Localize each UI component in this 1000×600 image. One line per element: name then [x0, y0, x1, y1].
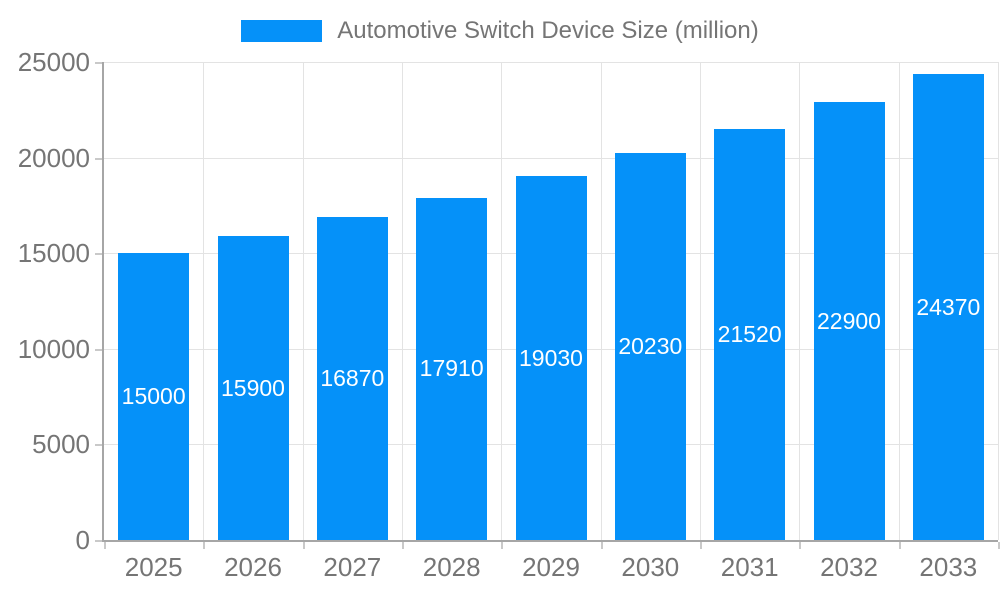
x-axis-tick — [302, 542, 305, 549]
x-tick-label: 2031 — [720, 552, 779, 582]
x-tick-label: 2032 — [820, 552, 878, 582]
gridline-h — [104, 157, 998, 159]
x-axis-tick — [402, 542, 404, 549]
bar-value-label: 16870 — [320, 365, 385, 392]
bar-2032[interactable]: 22900 — [813, 102, 885, 540]
x-axis-tick — [898, 542, 901, 549]
x-tick-label: 2026 — [224, 552, 282, 582]
y-axis-tick — [95, 62, 102, 64]
gridline-v — [402, 62, 403, 540]
x-tick-label: 2033 — [919, 552, 978, 582]
x-axis-tick — [799, 542, 802, 549]
y-tick-label: 10000 — [17, 333, 90, 364]
x-axis-tick — [203, 542, 206, 549]
bar-value-label: 17910 — [419, 355, 484, 382]
bar-2030[interactable]: 20230 — [614, 153, 686, 540]
legend-swatch-icon — [241, 20, 323, 42]
y-tick-label: 5000 — [32, 429, 90, 460]
gridline-v — [898, 62, 900, 540]
bar-2033[interactable]: 24370 — [912, 74, 984, 540]
gridline-v — [600, 62, 602, 540]
x-axis-tick — [104, 542, 106, 549]
bar-2025[interactable]: 15000 — [118, 253, 190, 540]
x-tick-label: 2028 — [422, 552, 481, 582]
bar-2028[interactable]: 17910 — [416, 197, 488, 540]
gridline-h — [104, 62, 998, 63]
bar-value-label: 24370 — [916, 293, 981, 320]
plot-area: 0 5000 10000 15000 20000 25000 15000 2025 15900 2… — [18, 49, 1000, 580]
bar-2029[interactable]: 19030 — [515, 176, 587, 540]
y-tick-label: 20000 — [17, 142, 90, 173]
x-tick-label: 2027 — [323, 552, 382, 582]
y-axis-tick — [95, 444, 102, 447]
gridline-v — [700, 62, 701, 540]
x-tick-label: 2025 — [124, 552, 183, 582]
y-tick-label: 15000 — [17, 238, 90, 269]
bar-value-label: 15900 — [221, 374, 285, 401]
bar-value-label: 15000 — [121, 383, 186, 410]
x-tick-label: 2029 — [522, 552, 580, 582]
x-axis-tick — [600, 542, 603, 549]
gridline-v — [799, 62, 801, 540]
bar-value-label: 21520 — [717, 320, 782, 347]
y-tick-label: 0 — [75, 525, 90, 555]
x-axis-tick — [998, 542, 1000, 549]
y-axis-tick — [95, 157, 102, 160]
y-axis-tick — [95, 540, 102, 542]
bar-value-label: 19030 — [519, 344, 583, 371]
gridline-v — [998, 62, 999, 540]
y-tick-label: 25000 — [17, 47, 90, 77]
bar-2031[interactable]: 21520 — [714, 128, 786, 540]
bar-2027[interactable]: 16870 — [316, 217, 388, 540]
x-axis-tick — [501, 542, 504, 549]
y-axis-tick — [95, 253, 102, 256]
legend-label: Automotive Switch Device Size (million) — [337, 17, 759, 44]
x-axis-tick — [700, 542, 702, 549]
x-tick-label: 2030 — [621, 552, 680, 582]
legend[interactable]: Automotive Switch Device Size (million) — [0, 17, 1000, 45]
bar-2026[interactable]: 15900 — [217, 236, 289, 540]
gridline-v — [302, 62, 304, 540]
gridline-v — [203, 62, 205, 540]
bar-value-label: 22900 — [817, 307, 881, 334]
y-axis-tick — [95, 348, 102, 351]
gridline-v — [501, 62, 503, 540]
bar-value-label: 20230 — [618, 333, 683, 360]
